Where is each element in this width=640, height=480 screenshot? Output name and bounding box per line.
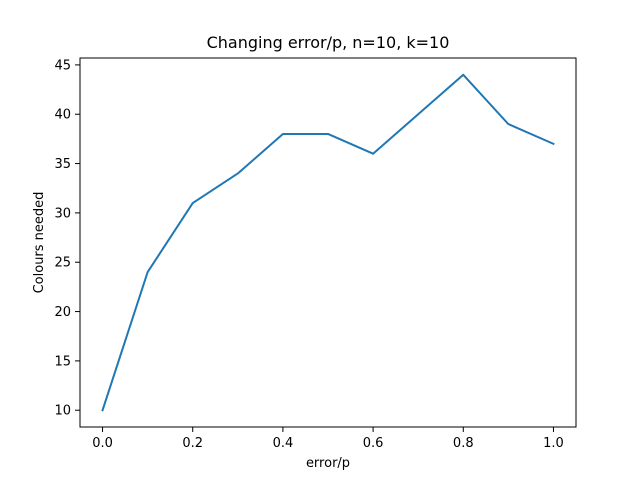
y-tick-label: 10: [54, 404, 71, 419]
series-line: [101, 73, 555, 412]
x-tick-label: 1.0: [543, 436, 564, 451]
y-tick-label: 45: [54, 58, 71, 73]
series-layer: [101, 73, 555, 412]
y-axis-ticks: 10 15 20 25 30 35 40 45: [54, 58, 80, 419]
y-axis-label: Colours needed: [32, 192, 47, 294]
x-tick-label: 0.4: [273, 436, 294, 451]
x-tick-label: 0.2: [182, 436, 203, 451]
x-tick-label: 0.0: [92, 436, 113, 451]
plot-frame: [79, 57, 577, 428]
y-tick-label: 30: [54, 206, 71, 221]
x-axis-ticks: 0.0 0.2 0.4 0.6 0.8 1.0: [92, 427, 564, 451]
y-tick-label: 35: [54, 157, 71, 172]
y-tick-label: 15: [54, 354, 71, 369]
x-tick-label: 0.8: [453, 436, 474, 451]
x-tick-label: 0.6: [363, 436, 384, 451]
x-axis-label: error/p: [306, 456, 350, 471]
y-tick-label: 20: [54, 305, 71, 320]
y-tick-label: 40: [54, 108, 71, 123]
chart-title: Changing error/p, n=10, k=10: [207, 33, 450, 52]
y-tick-label: 25: [54, 256, 71, 271]
